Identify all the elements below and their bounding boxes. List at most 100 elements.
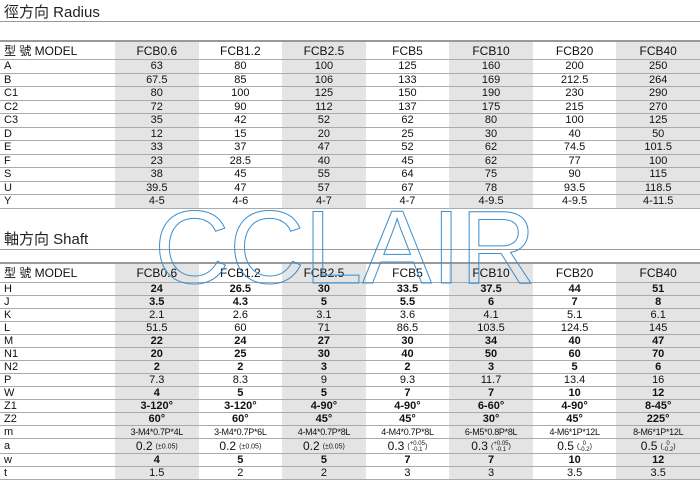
upper-tolerance: 0	[666, 440, 670, 447]
cell: 10	[532, 453, 617, 467]
cell: 4-9.5	[532, 194, 617, 209]
cell: 60	[198, 321, 283, 335]
table-row: C2 72 90 112 137 175 215 270	[0, 100, 700, 114]
cell: 6-M5*0.8P*8L	[449, 425, 533, 439]
tolerance: ±0.05	[325, 443, 343, 451]
cell: 80	[449, 113, 533, 128]
cell: 6	[616, 360, 700, 374]
cell: 115	[616, 167, 700, 182]
cell: 6-60°	[449, 399, 533, 413]
cell: 118.5	[616, 181, 700, 195]
row-label: C1	[0, 86, 115, 101]
cell: 10	[532, 386, 617, 400]
cell: 2	[282, 466, 366, 480]
cell: 4-90°	[282, 399, 366, 413]
cell: 37	[198, 140, 283, 155]
cell: 11.7	[449, 373, 533, 387]
cell: 12	[115, 127, 199, 141]
cell: 2	[198, 360, 283, 374]
model-header: FCB10	[449, 263, 533, 283]
cell: 125	[616, 113, 700, 128]
model-header: FCB20	[532, 263, 617, 283]
cell: 264	[616, 73, 700, 87]
cell: 72	[115, 100, 199, 114]
cell: 25	[198, 347, 283, 361]
cell: 3.5	[616, 466, 700, 480]
cell: 3-M4*0.7P*4L	[115, 425, 199, 439]
cell: 40	[282, 154, 366, 168]
tolerance: ±0.05	[241, 443, 259, 451]
cell: 45°	[282, 412, 366, 426]
cell: 13.4	[532, 373, 617, 387]
cell: 33.5	[365, 282, 450, 296]
row-label: D	[0, 127, 115, 141]
cell: 40	[532, 334, 617, 348]
cell: 4-9.5	[449, 194, 533, 209]
cell: 52	[282, 113, 366, 128]
cell: 93.5	[532, 181, 617, 195]
lower-tolerance: -0.1	[412, 446, 423, 453]
cell: 100	[532, 113, 617, 128]
cell: 34	[449, 334, 533, 348]
cell: 4-6	[198, 194, 283, 209]
lower-tolerance: -0.1	[495, 446, 507, 453]
cell: 150	[365, 86, 450, 101]
shaft-section-title: 軸方向 Shaft	[4, 231, 89, 248]
nominal-value: 0.3	[471, 438, 488, 453]
table-row: L 51.5 60 71 86.5 103.5 124.5 145	[0, 321, 700, 335]
cell: 5.5	[365, 295, 450, 309]
row-label: K	[0, 308, 115, 322]
cell: 6	[449, 295, 533, 309]
cell: 2	[365, 360, 450, 374]
table-row: P 7.3 8.3 9 9.3 11.7 13.4 16	[0, 373, 700, 387]
table-row: S 38 45 55 64 75 90 115	[0, 167, 700, 182]
cell: 0.5 (0 -0.2)	[532, 438, 617, 454]
cell: 74.5	[532, 140, 617, 155]
cell: 0.2 (±0.05)	[282, 438, 366, 454]
cell: 52	[365, 140, 450, 155]
cell: 4-5	[115, 194, 199, 209]
cell: 169	[449, 73, 533, 87]
cell: 60°	[115, 412, 199, 426]
cell: 5	[282, 453, 366, 467]
cell: 28.5	[198, 154, 283, 168]
cell: 9	[282, 373, 366, 387]
cell: 23	[115, 154, 199, 168]
cell: 30	[282, 347, 366, 361]
cell: 78	[449, 181, 533, 195]
row-label: w	[0, 453, 115, 467]
cell: 2.6	[198, 308, 283, 322]
cell: 51	[616, 282, 700, 296]
cell: 0.2 (±0.05)	[198, 438, 283, 454]
cell: 133	[365, 73, 450, 87]
row-label: C2	[0, 100, 115, 114]
table-row: a 0.2 (±0.05) 0.2 (±0.05) 0.2 (±0.05) 0.3 (+…	[0, 438, 700, 454]
cell: 3	[365, 466, 450, 480]
table-row: E 33 37 47 52 62 74.5 101.5	[0, 140, 700, 155]
cell: 3	[449, 466, 533, 480]
header-row: 型 號 MODEL FCB0.6 FCB1.2 FCB2.5 FCB5 FCB10 FCB2…	[0, 263, 700, 283]
radius-table: 型 號 MODEL FCB0.6 FCB1.2 FCB2.5 FCB5 FCB10 FCB2…	[0, 40, 700, 209]
cell: 9.3	[365, 373, 450, 387]
radius-divider	[0, 21, 700, 22]
row-label: L	[0, 321, 115, 335]
row-label: U	[0, 181, 115, 195]
cell: 3.5	[532, 466, 617, 480]
cell: 225°	[616, 412, 700, 426]
cell: 100	[198, 86, 283, 101]
cell: 4.1	[449, 308, 533, 322]
cell: 3-M4*0.7P*6L	[198, 425, 283, 439]
cell: 62	[365, 113, 450, 128]
cell: 86.5	[365, 321, 450, 335]
row-label: P	[0, 373, 115, 387]
cell: 2.1	[115, 308, 199, 322]
model-header: FCB5	[365, 263, 450, 283]
cell: 50	[449, 347, 533, 361]
table-row: M 22 24 27 30 34 40 47	[0, 334, 700, 348]
cell: 4-M6*1P*12L	[532, 425, 617, 439]
cell: 45	[198, 167, 283, 182]
cell: 85	[198, 73, 283, 87]
cell: 5	[198, 386, 283, 400]
cell: 47	[616, 334, 700, 348]
model-header: FCB10	[449, 41, 533, 60]
